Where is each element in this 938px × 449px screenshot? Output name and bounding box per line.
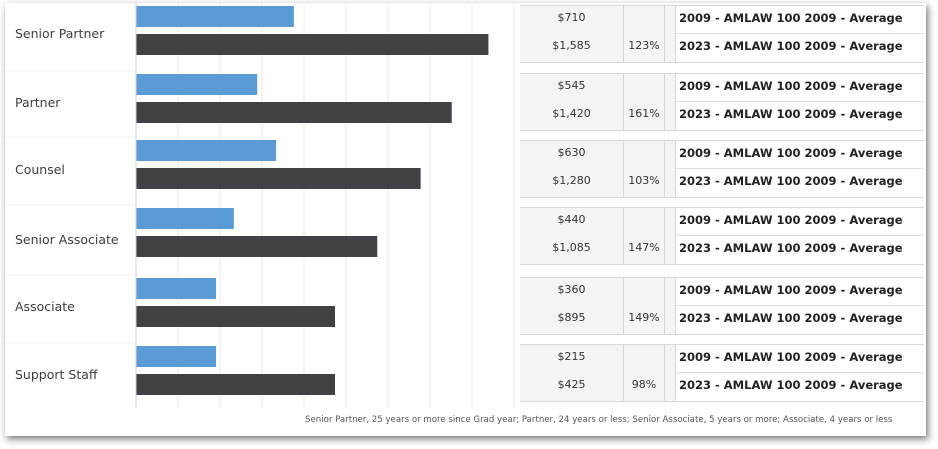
row-divider (675, 33, 924, 34)
amount-2009: $440 (557, 213, 586, 226)
bar-2023-counsel (136, 168, 421, 189)
row-divider (675, 372, 924, 373)
description-cell (675, 74, 924, 130)
description-2009: 2009 - AMLAW 100 2009 - Average (679, 283, 903, 297)
column-divider (664, 74, 665, 130)
table-row-group: $360 $895 149% 2009 - AMLAW 100 2009 - Aver… (520, 277, 924, 335)
column-divider (675, 141, 676, 197)
chart-panel: Senior Partner Partner Counsel Senior Assoc… (5, 3, 926, 436)
description-2009: 2009 - AMLAW 100 2009 - Average (679, 79, 903, 93)
bar-2009-counsel (136, 140, 277, 161)
table-row-group: $630 $1,280 103% 2009 - AMLAW 100 2009 - Av… (520, 140, 924, 198)
column-divider (664, 141, 665, 197)
column-divider (623, 345, 624, 401)
description-2023: 2023 - AMLAW 100 2009 - Average (679, 241, 903, 255)
percent-change: 147% (628, 241, 660, 254)
bar-2023-senior-associate (136, 236, 378, 257)
bar-2023-support-staff (136, 374, 336, 395)
description-2023: 2023 - AMLAW 100 2009 - Average (679, 39, 903, 53)
category-label: Senior Associate (15, 232, 119, 247)
bar-2023-senior-partner (136, 34, 489, 55)
row-divider (675, 305, 924, 306)
percent-change: 103% (628, 174, 660, 187)
percent-change: 123% (628, 39, 660, 52)
amount-2023: $1,420 (552, 107, 591, 120)
amount-2023: $1,085 (552, 241, 591, 254)
bar-2009-associate (136, 278, 217, 299)
description-cell (675, 278, 924, 334)
column-divider (623, 74, 624, 130)
bar-2009-support-staff (136, 346, 217, 367)
column-divider (623, 6, 624, 62)
column-divider (623, 278, 624, 334)
amount-2009: $545 (557, 79, 586, 92)
footnote: Senior Partner, 25 years or more since G… (305, 415, 893, 425)
percent-change: 98% (631, 378, 657, 391)
category-label: Senior Partner (15, 26, 105, 41)
amount-2009: $215 (557, 350, 586, 363)
amount-2023: $895 (557, 311, 586, 324)
description-2023: 2023 - AMLAW 100 2009 - Average (679, 107, 903, 121)
column-divider (675, 6, 676, 62)
percent-change: 161% (628, 107, 660, 120)
description-2009: 2009 - AMLAW 100 2009 - Average (679, 350, 903, 364)
column-divider (664, 208, 665, 264)
bar-2009-partner (136, 74, 258, 95)
table-row-group: $710 $1,585 123% 2009 - AMLAW 100 2009 - Av… (520, 5, 924, 63)
bar-2009-senior-partner (136, 6, 294, 27)
column-divider (675, 208, 676, 264)
row-divider (675, 168, 924, 169)
amount-2009: $360 (557, 283, 586, 296)
bar-2009-senior-associate (136, 208, 234, 229)
column-divider (675, 345, 676, 401)
description-2009: 2009 - AMLAW 100 2009 - Average (679, 146, 903, 160)
bar-2023-partner (136, 102, 452, 123)
amount-2009: $710 (557, 11, 586, 24)
bar-2023-associate (136, 306, 336, 327)
amount-2023: $1,585 (552, 39, 591, 52)
column-divider (664, 345, 665, 401)
description-2023: 2023 - AMLAW 100 2009 - Average (679, 311, 903, 325)
category-label: Associate (15, 299, 75, 314)
category-label: Partner (15, 95, 61, 110)
description-2023: 2023 - AMLAW 100 2009 - Average (679, 174, 903, 188)
category-label: Counsel (15, 162, 65, 177)
column-divider (675, 74, 676, 130)
description-2023: 2023 - AMLAW 100 2009 - Average (679, 378, 903, 392)
row-divider (675, 235, 924, 236)
description-cell (675, 345, 924, 401)
amount-2023: $1,280 (552, 174, 591, 187)
table-row-group: $215 $425 98% 2009 - AMLAW 100 2009 - Avera… (520, 344, 924, 402)
bar-chart (5, 3, 515, 436)
percent-change: 149% (628, 311, 660, 324)
row-divider (675, 101, 924, 102)
description-2009: 2009 - AMLAW 100 2009 - Average (679, 11, 903, 25)
category-label: Support Staff (15, 367, 98, 382)
table-row-group: $545 $1,420 161% 2009 - AMLAW 100 2009 - Av… (520, 73, 924, 131)
description-cell (675, 141, 924, 197)
amount-2009: $630 (557, 146, 586, 159)
column-divider (664, 278, 665, 334)
column-divider (623, 208, 624, 264)
column-divider (664, 6, 665, 62)
table-row-group: $440 $1,085 147% 2009 - AMLAW 100 2009 - Av… (520, 207, 924, 265)
description-cell (675, 208, 924, 264)
column-divider (623, 141, 624, 197)
description-2009: 2009 - AMLAW 100 2009 - Average (679, 213, 903, 227)
description-cell (675, 6, 924, 62)
label-column (5, 3, 136, 436)
column-divider (675, 278, 676, 334)
amount-2023: $425 (557, 378, 586, 391)
